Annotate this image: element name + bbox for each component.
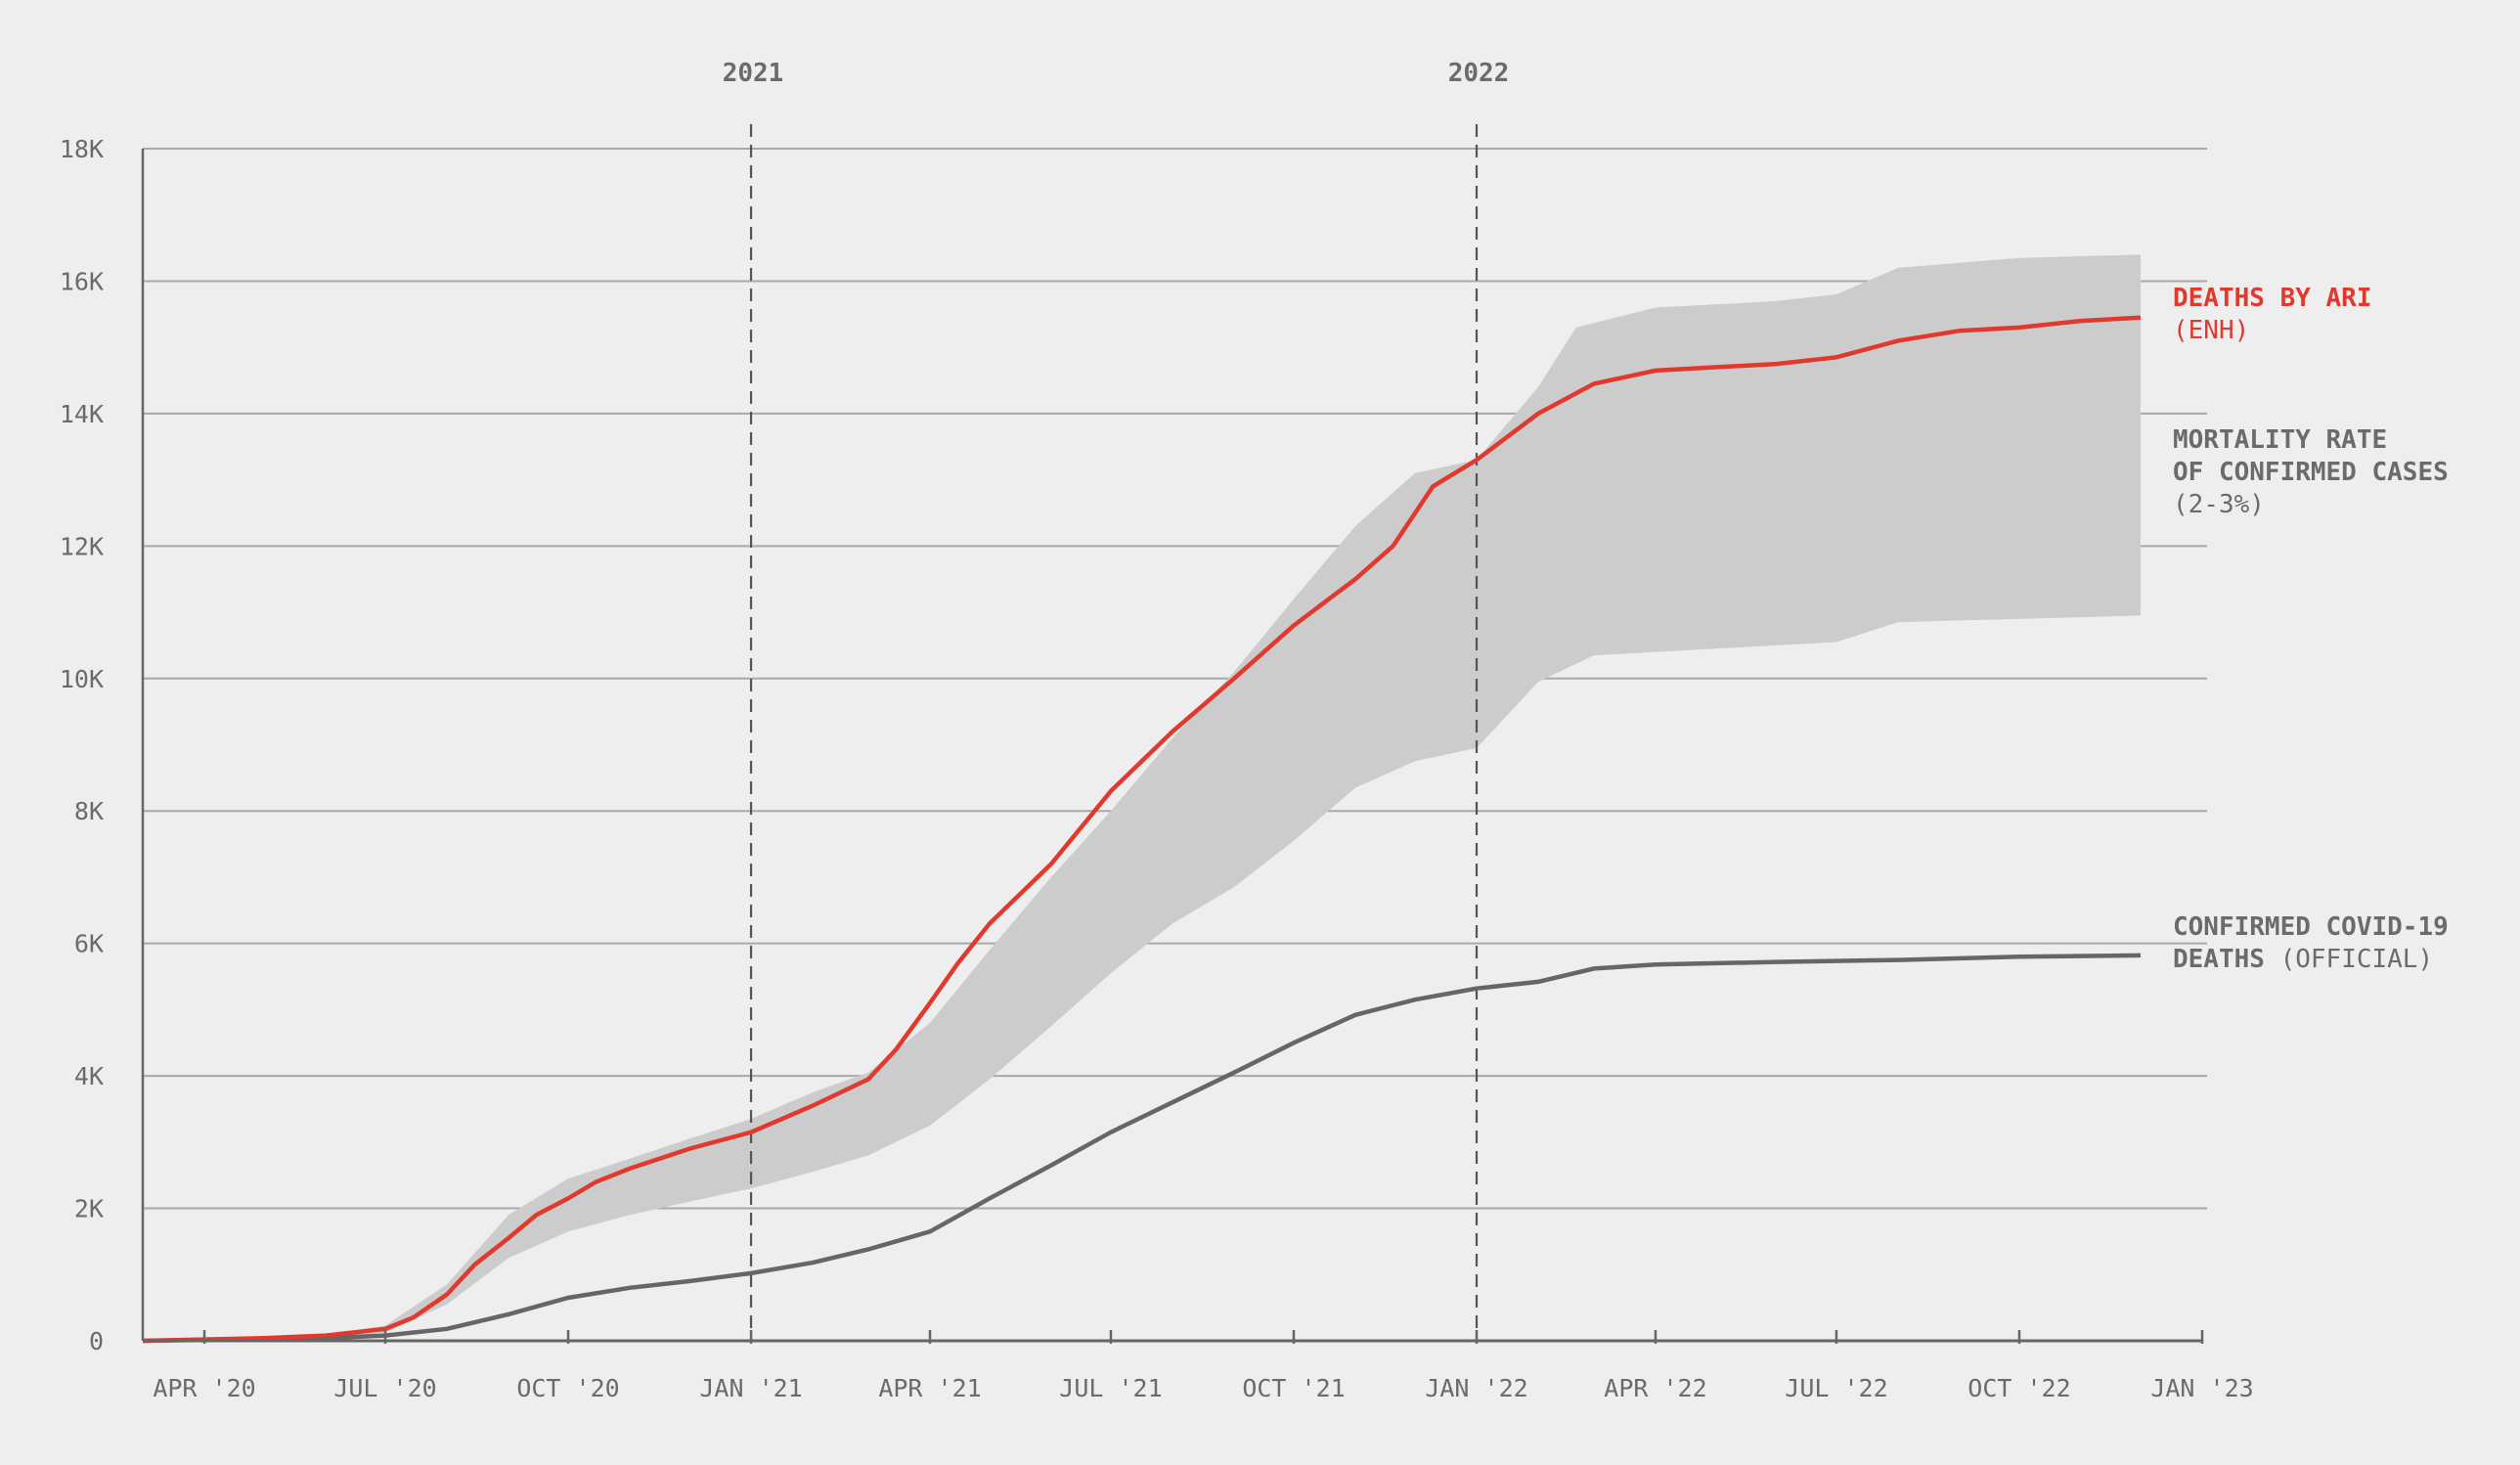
x-tick-label: JUL '22 (1785, 1374, 1887, 1402)
legend-official-bold: DEATHS (2173, 945, 2265, 974)
x-tick-label: OCT '22 (1967, 1374, 2070, 1402)
y-tick-label: 10K (60, 665, 104, 693)
legend-official-line2: DEATHS (OFFICIAL) (2173, 945, 2433, 974)
year-marker-label: 2021 (723, 59, 784, 88)
y-tick-label: 8K (74, 797, 104, 825)
x-tick-label: JUL '20 (333, 1374, 436, 1402)
gridlines (143, 148, 2207, 1210)
x-tick-label: APR '21 (878, 1374, 981, 1402)
legend-rate-line1: MORTALITY RATE (2173, 425, 2387, 455)
x-tick-label: JAN '21 (699, 1374, 802, 1402)
y-tick-label: 18K (60, 135, 104, 163)
y-tick-label: 4K (74, 1062, 104, 1090)
legend-rate-sub: (2-3%) (2173, 490, 2265, 519)
x-tick-label: APR '22 (1604, 1374, 1706, 1402)
y-tick-label: 0 (89, 1327, 104, 1355)
x-tick-label: JUL '21 (1059, 1374, 1162, 1402)
year-markers: 2021 2022 (723, 59, 1510, 1341)
y-tick-label: 12K (60, 532, 104, 560)
axes (141, 149, 2204, 1344)
x-tick-labels: APR '20 JUL '20 OCT '20 JAN '21 APR '21 JUL '… (153, 1374, 2253, 1402)
x-tick-label: OCT '20 (516, 1374, 619, 1402)
series-line-official (142, 953, 2142, 1344)
legend-official-sub: (OFFICIAL) (2280, 945, 2434, 974)
y-tick-label: 14K (60, 400, 104, 428)
x-tick-label: OCT '21 (1242, 1374, 1345, 1402)
y-tick-labels: 0 2K 4K 6K 8K 10K 12K 14K 16K 18K (60, 135, 104, 1355)
legend-official-line1: CONFIRMED COVID-19 (2173, 912, 2449, 942)
x-tick-label: APR '20 (153, 1374, 255, 1402)
x-tick-label: JAN '22 (1425, 1374, 1527, 1402)
year-marker-label: 2022 (1448, 59, 1510, 88)
mortality-rate-band (143, 254, 2141, 1341)
legend-ari-sub: (ENH) (2173, 316, 2249, 345)
y-tick-label: 2K (74, 1195, 104, 1223)
legend-rate-line2: OF CONFIRMED CASES (2173, 458, 2449, 487)
y-tick-label: 16K (60, 267, 104, 295)
legend-ari: DEATHS BY ARI (2173, 284, 2372, 313)
series-line-ari (142, 315, 2142, 1344)
x-tick-label: JAN '23 (2150, 1374, 2253, 1402)
y-tick-label: 6K (74, 930, 104, 958)
